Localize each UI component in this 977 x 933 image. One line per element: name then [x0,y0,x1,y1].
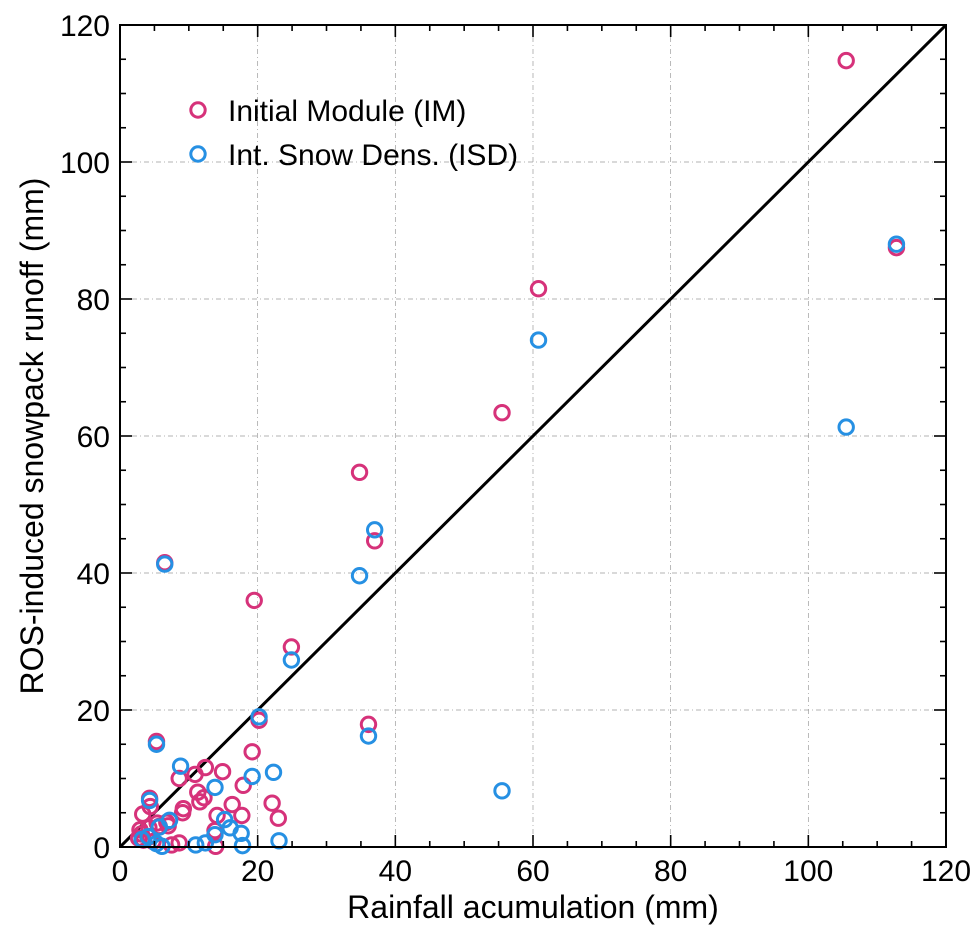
x-tick-label: 40 [379,855,412,888]
data-point [206,778,224,797]
y-tick-label: 20 [77,695,110,728]
data-point [134,805,152,823]
data-point [359,727,378,745]
data-point [195,788,213,807]
data-point [191,793,209,811]
y-tick-label: 40 [77,558,110,591]
data-point [223,795,241,814]
series-1-points [133,235,906,856]
data-point [350,567,369,585]
data-point [282,651,301,669]
y-tick-label: 0 [93,832,110,865]
data-point [233,836,252,855]
data-point [887,235,906,253]
data-points [129,51,906,856]
y-axis-label: ROS-induced snowpack runoff (mm) [14,178,50,695]
data-point [245,591,263,610]
x-tick-label: 120 [921,855,971,888]
data-point [350,463,369,482]
legend-label-initial-module: Initial Module (IM) [228,95,466,128]
y-tick-label: 80 [77,284,110,317]
data-point [150,818,168,836]
data-point [196,834,215,852]
data-point [365,532,384,550]
x-tick-label: 80 [654,855,687,888]
data-point [156,555,174,573]
x-tick-labels: 0 20 40 60 80 100 120 [112,855,971,888]
data-point [140,791,159,810]
data-point [493,782,511,800]
data-point [170,834,188,852]
data-point [529,331,548,349]
ticks [119,24,947,848]
data-point [234,776,252,795]
data-point [264,763,283,782]
data-point [837,418,855,436]
data-point [186,765,204,784]
y-tick-label: 120 [60,10,110,43]
y-tick-labels: 0 20 40 60 80 100 120 [60,10,110,865]
data-point [243,743,261,761]
data-point [213,762,232,781]
legend: Initial Module (IM) Int. Snow Dens. (ISD… [189,95,518,172]
x-tick-label: 20 [241,855,274,888]
data-point [170,769,188,788]
data-point [243,767,261,786]
legend-marker-int-snow-dens [189,145,207,163]
data-point [250,708,268,726]
legend-label-int-snow-dens: Int. Snow Dens. (ISD) [228,139,518,172]
data-point [493,404,511,422]
data-point [171,757,190,775]
data-point [147,735,166,753]
data-point [269,809,288,827]
data-point [173,804,192,822]
y-tick-label: 60 [77,421,110,454]
x-tick-label: 0 [112,855,129,888]
x-tick-label: 60 [516,855,549,888]
data-point [529,280,548,298]
x-tick-label: 100 [783,855,833,888]
legend-marker-initial-module [189,101,207,119]
data-point [263,794,281,812]
data-point [365,521,384,539]
data-point [837,51,855,70]
data-point [232,824,250,842]
y-tick-label: 100 [60,147,110,180]
data-point [270,832,288,850]
data-point [359,715,378,734]
x-axis-label: Rainfall acumulation (mm) [347,889,719,925]
data-point [233,806,251,825]
